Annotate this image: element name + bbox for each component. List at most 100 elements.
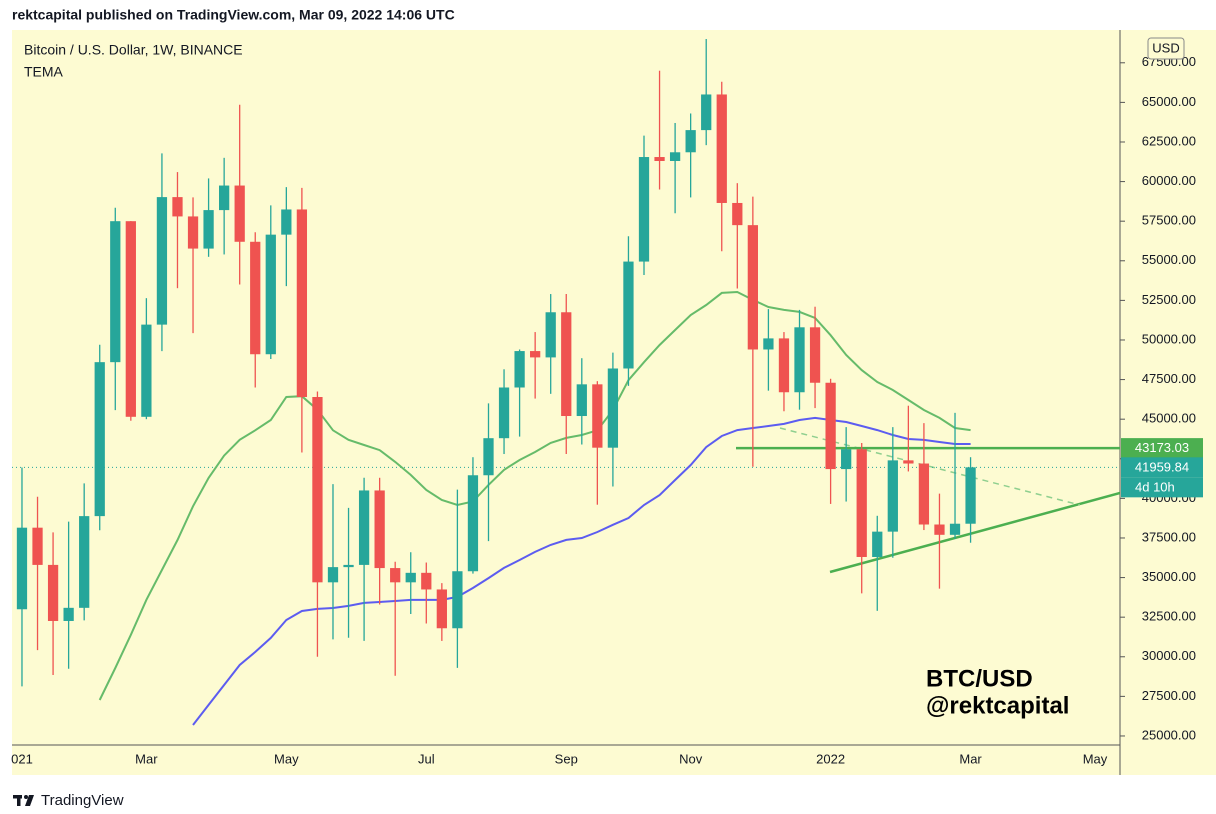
candle-body: [327, 567, 339, 583]
candle-body: [903, 460, 914, 464]
y-tick-label: 62500.00: [1142, 133, 1196, 148]
candle-body: [856, 449, 867, 557]
indicator-label: TEMA: [24, 64, 64, 80]
header: rektcapital published on TradingView.com…: [12, 7, 455, 23]
candle-body: [219, 185, 230, 211]
x-tick-label: 021: [11, 751, 33, 766]
x-tick-label: May: [274, 751, 299, 766]
plot-area: [12, 39, 1120, 726]
candle-body: [918, 463, 930, 525]
candle-body: [172, 197, 183, 217]
x-tick-label: Mar: [135, 751, 158, 766]
chart-title: Bitcoin / U.S. Dollar, 1W, BINANCE: [24, 42, 243, 58]
price-label: 43173.03: [1135, 440, 1189, 455]
candle-body: [592, 384, 603, 448]
candle-body: [467, 475, 479, 572]
candle-body: [16, 527, 28, 610]
candle-body: [312, 397, 323, 583]
candle-body: [281, 209, 292, 235]
countdown-box: [1121, 477, 1203, 498]
candle-body: [156, 197, 168, 325]
candle-body: [561, 312, 572, 417]
annotation: BTC/USD: [926, 665, 1033, 692]
candle-body: [825, 382, 836, 470]
currency-box[interactable]: [1147, 37, 1185, 60]
candle-body: [452, 571, 463, 629]
resistance-trendline: [779, 427, 1081, 506]
indicator-line: [98, 290, 971, 701]
y-tick-label: 52500.00: [1142, 292, 1196, 307]
candle-body: [732, 202, 743, 226]
x-tick-label: Nov: [679, 751, 703, 766]
y-tick-label: 35000.00: [1142, 569, 1196, 584]
indicator-line: [192, 416, 971, 726]
candle-body: [343, 564, 354, 568]
candle-body: [669, 152, 681, 161]
candle-body: [110, 221, 121, 363]
y-tick-label: 57500.00: [1142, 213, 1196, 228]
candle-body: [234, 185, 245, 242]
countdown-label: 4d 10h: [1135, 479, 1175, 494]
candle-body: [685, 130, 696, 153]
price-label-box: [1121, 438, 1203, 459]
candle-body: [716, 94, 727, 203]
y-tick-label: 27500.00: [1142, 688, 1196, 703]
y-tick-label: 65000.00: [1142, 94, 1196, 109]
candle-body: [498, 387, 510, 439]
candle-body: [887, 460, 898, 532]
footer-brand: TradingView: [41, 792, 124, 809]
x-tick-label: Sep: [555, 751, 578, 766]
support-trendline: [829, 491, 1120, 574]
y-tick-label: 60000.00: [1142, 173, 1196, 188]
y-tick-label: 45000.00: [1142, 411, 1196, 426]
candle-body: [374, 490, 385, 569]
candle-body: [203, 210, 214, 249]
candle-body: [638, 157, 650, 262]
y-tick-label: 47500.00: [1142, 371, 1196, 386]
y-tick-label: 55000.00: [1142, 252, 1196, 267]
candle-body: [47, 564, 59, 621]
x-tick-label: Jul: [418, 751, 435, 766]
footer-logo: [13, 795, 34, 806]
y-tick-label: 32500.00: [1142, 609, 1196, 624]
price-label: 41959.84: [1135, 459, 1189, 474]
candle-body: [872, 531, 883, 557]
x-tick-label: 2022: [816, 751, 845, 766]
candle-body: [949, 523, 961, 535]
candle-body: [296, 209, 308, 398]
candle-body: [623, 261, 634, 369]
x-tick-label: May: [1083, 751, 1108, 766]
candle-body: [436, 589, 447, 629]
price-label-box: [1121, 457, 1203, 478]
y-tick-label: 37500.00: [1142, 529, 1196, 544]
candle-body: [747, 225, 758, 350]
candle-body: [809, 327, 821, 383]
y-tick-label: 50000.00: [1142, 331, 1196, 346]
candle-body: [405, 572, 416, 583]
candle-body: [79, 516, 90, 608]
candle-body: [701, 94, 712, 131]
candle-body: [965, 467, 976, 524]
candle-body: [63, 607, 74, 621]
candle-body: [530, 351, 541, 358]
candle-body: [514, 351, 525, 388]
candle-body: [778, 338, 790, 393]
candle-body: [125, 221, 136, 417]
candle-body: [421, 572, 432, 590]
candle-body: [841, 449, 852, 470]
candle-body: [358, 490, 370, 565]
candle-body: [187, 216, 199, 249]
candle-body: [654, 157, 665, 161]
candle-body: [607, 368, 619, 448]
y-tick-label: 30000.00: [1142, 648, 1196, 663]
annotation: @rektcapital: [926, 692, 1069, 719]
candle-body: [576, 384, 587, 417]
candle-body: [265, 234, 276, 355]
candle-body: [250, 241, 261, 355]
x-tick-label: Mar: [959, 751, 982, 766]
candle-body: [545, 312, 556, 358]
candle-body: [483, 438, 494, 476]
y-tick-label: 25000.00: [1142, 727, 1196, 742]
currency-label[interactable]: USD: [1152, 40, 1179, 55]
